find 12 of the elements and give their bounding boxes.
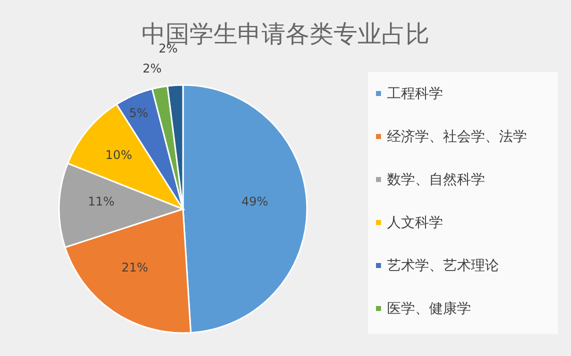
legend-label: 艺术学、艺术理论	[387, 256, 499, 274]
legend-label: 数学、自然科学	[387, 170, 485, 188]
data-label: 5%	[129, 106, 148, 120]
data-label: 11%	[88, 194, 114, 209]
data-label: 21%	[121, 260, 148, 275]
data-label: 2%	[142, 61, 162, 76]
legend-label: 人文科学	[387, 214, 443, 232]
legend-label: 经济学、社会学、法学	[387, 128, 527, 146]
data-label: 49%	[242, 194, 268, 209]
legend-label: 工程科学	[387, 84, 443, 102]
data-label: 10%	[105, 148, 132, 162]
legend-label: 医学、健康学	[387, 300, 471, 318]
